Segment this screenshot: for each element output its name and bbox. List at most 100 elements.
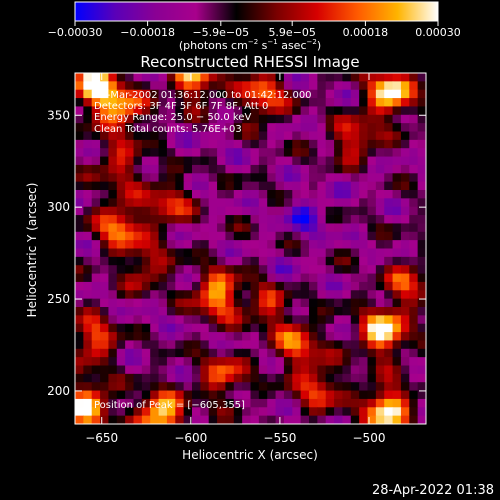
heatmap-cell bbox=[83, 365, 93, 375]
heatmap-cell bbox=[217, 156, 227, 166]
heatmap-cell bbox=[367, 98, 377, 108]
heatmap-cell bbox=[75, 365, 84, 375]
heatmap-cell bbox=[283, 290, 293, 300]
heatmap-cell bbox=[375, 357, 385, 367]
heatmap-cell bbox=[417, 390, 426, 400]
heatmap-cell bbox=[133, 382, 143, 392]
heatmap-cell bbox=[192, 348, 201, 358]
heatmap-cell bbox=[392, 73, 402, 82]
heatmap-cell bbox=[208, 98, 218, 108]
heatmap-cell bbox=[375, 407, 385, 417]
heatmap-cell bbox=[175, 265, 185, 275]
heatmap-cell bbox=[359, 373, 369, 383]
heatmap-cell bbox=[359, 256, 369, 266]
timestamp: 28-Apr-2022 01:38 bbox=[372, 483, 494, 498]
heatmap-cell bbox=[350, 198, 360, 208]
heatmap-cell bbox=[417, 98, 426, 108]
heatmap-cell bbox=[208, 298, 218, 308]
heatmap-cell bbox=[317, 332, 327, 342]
heatmap-cell bbox=[208, 273, 218, 283]
heatmap-cell bbox=[409, 123, 419, 133]
colorbar-tick-label: −0.00030 bbox=[48, 26, 103, 39]
heatmap-cell bbox=[208, 340, 218, 350]
heatmap-cell bbox=[108, 81, 118, 91]
heatmap-cell bbox=[125, 365, 135, 375]
heatmap-cell bbox=[342, 357, 352, 367]
heatmap-cell bbox=[375, 190, 385, 199]
heatmap-cell bbox=[91, 415, 101, 424]
heatmap-cell bbox=[409, 407, 419, 417]
heatmap-cell bbox=[309, 173, 318, 183]
heatmap-cell bbox=[267, 398, 277, 408]
heatmap-cell bbox=[417, 131, 426, 141]
heatmap-cell bbox=[417, 307, 426, 316]
heatmap-cell bbox=[367, 190, 377, 199]
heatmap-cell bbox=[342, 164, 352, 174]
heatmap-cell bbox=[417, 231, 426, 241]
heatmap-cell bbox=[133, 407, 143, 417]
heatmap-cell bbox=[384, 131, 394, 141]
heatmap-cell bbox=[367, 106, 377, 116]
heatmap-cell bbox=[400, 190, 410, 199]
heatmap-cell bbox=[233, 98, 243, 108]
heatmap-cell bbox=[83, 148, 93, 158]
heatmap-cell bbox=[192, 281, 201, 291]
heatmap-cell bbox=[300, 139, 310, 149]
heatmap-cell bbox=[175, 81, 185, 91]
heatmap-cell bbox=[250, 373, 260, 383]
heatmap-cell bbox=[342, 265, 352, 275]
heatmap-cell bbox=[166, 139, 176, 149]
heatmap-cell bbox=[141, 181, 151, 191]
heatmap-cell bbox=[217, 123, 227, 133]
heatmap-cell bbox=[400, 81, 410, 91]
heatmap-cell bbox=[300, 164, 310, 174]
heatmap-cell bbox=[342, 340, 352, 350]
heatmap-cell bbox=[417, 240, 426, 250]
heatmap-cell bbox=[325, 290, 335, 300]
heatmap-cell bbox=[108, 131, 118, 141]
heatmap-cell bbox=[108, 173, 118, 183]
heatmap-cell bbox=[192, 340, 201, 350]
heatmap-cell bbox=[141, 390, 151, 400]
heatmap-cell bbox=[309, 315, 318, 325]
heatmap-cell bbox=[400, 323, 410, 333]
heatmap-cell bbox=[392, 382, 402, 392]
heatmap-cell bbox=[225, 223, 235, 233]
heatmap-cell bbox=[242, 290, 252, 300]
heatmap-cell bbox=[183, 248, 193, 258]
heatmap-cell bbox=[309, 73, 318, 82]
heatmap-cell bbox=[242, 273, 252, 283]
heatmap-cell bbox=[258, 348, 268, 358]
heatmap-cell bbox=[125, 307, 135, 316]
heatmap-cell bbox=[233, 390, 243, 400]
heatmap-cell bbox=[317, 215, 327, 225]
heatmap-cell bbox=[250, 98, 260, 108]
heatmap-cell bbox=[125, 315, 135, 325]
heatmap-cell bbox=[325, 323, 335, 333]
heatmap-cell bbox=[400, 265, 410, 275]
heatmap-cell bbox=[384, 173, 394, 183]
heatmap-cell bbox=[91, 348, 101, 358]
heatmap-cell bbox=[300, 131, 310, 141]
heatmap-cell bbox=[342, 81, 352, 91]
heatmap-cell bbox=[292, 131, 302, 141]
heatmap-cell bbox=[250, 382, 260, 392]
heatmap-cell bbox=[325, 156, 335, 166]
heatmap-cell bbox=[309, 106, 318, 116]
heatmap-cell bbox=[75, 332, 84, 342]
heatmap-cell bbox=[242, 173, 252, 183]
heatmap-cell bbox=[334, 131, 344, 141]
heatmap-cell bbox=[300, 81, 310, 91]
heatmap-cell bbox=[141, 248, 151, 258]
heatmap-cell bbox=[292, 81, 302, 91]
x-axis-label: Heliocentric X (arcsec) bbox=[182, 448, 318, 462]
heatmap-cell bbox=[150, 198, 160, 208]
heatmap-cell bbox=[83, 173, 93, 183]
heatmap-cell bbox=[108, 106, 118, 116]
heatmap-cell bbox=[350, 240, 360, 250]
heatmap-cell bbox=[275, 307, 285, 316]
heatmap-cell bbox=[116, 106, 126, 116]
colorbar-gradient bbox=[74, 1, 439, 22]
heatmap-cell bbox=[225, 164, 235, 174]
heatmap-cell bbox=[175, 273, 185, 283]
